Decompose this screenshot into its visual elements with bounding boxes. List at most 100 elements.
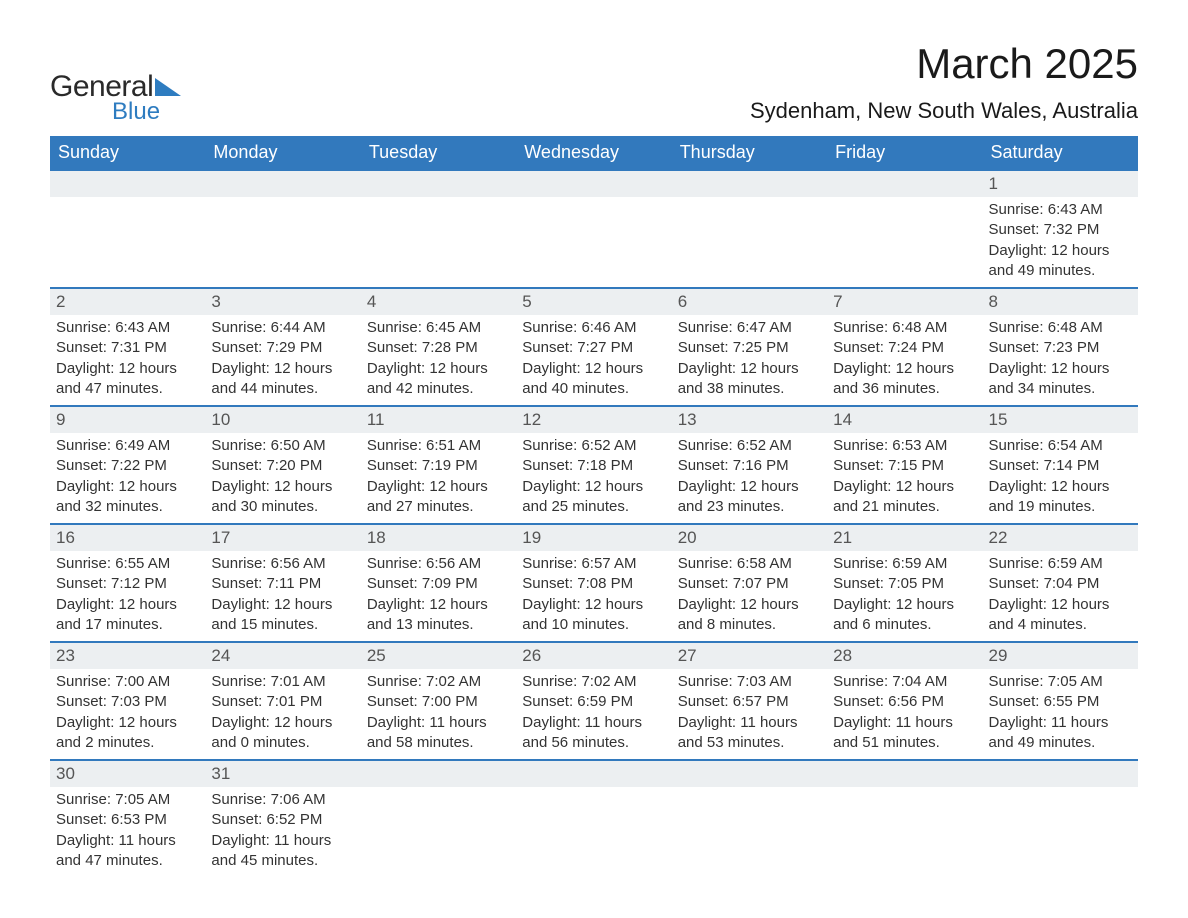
weekday-header: Saturday	[983, 136, 1138, 170]
day-sunset: Sunset: 7:05 PM	[833, 574, 976, 594]
day-details: Sunrise: 6:47 AMSunset: 7:25 PMDaylight:…	[672, 315, 827, 405]
day-daylight1: Daylight: 12 hours	[211, 713, 354, 733]
day-sunset: Sunset: 7:23 PM	[989, 338, 1132, 358]
day-number	[50, 171, 205, 197]
day-sunrise: Sunrise: 6:49 AM	[56, 436, 199, 456]
day-details: Sunrise: 6:56 AMSunset: 7:09 PMDaylight:…	[361, 551, 516, 641]
calendar-day-cell: 22Sunrise: 6:59 AMSunset: 7:04 PMDayligh…	[983, 524, 1138, 642]
month-title: March 2025	[750, 40, 1138, 88]
day-number: 15	[983, 407, 1138, 433]
day-sunset: Sunset: 7:01 PM	[211, 692, 354, 712]
day-daylight1: Daylight: 12 hours	[367, 477, 510, 497]
day-number: 13	[672, 407, 827, 433]
day-number: 10	[205, 407, 360, 433]
calendar-day-cell: 12Sunrise: 6:52 AMSunset: 7:18 PMDayligh…	[516, 406, 671, 524]
day-details: Sunrise: 6:55 AMSunset: 7:12 PMDaylight:…	[50, 551, 205, 641]
location-subtitle: Sydenham, New South Wales, Australia	[750, 98, 1138, 124]
day-daylight2: and 4 minutes.	[989, 615, 1132, 635]
day-daylight1: Daylight: 12 hours	[989, 241, 1132, 261]
day-daylight2: and 32 minutes.	[56, 497, 199, 517]
day-sunset: Sunset: 7:09 PM	[367, 574, 510, 594]
day-sunrise: Sunrise: 6:56 AM	[367, 554, 510, 574]
calendar-day-cell: 27Sunrise: 7:03 AMSunset: 6:57 PMDayligh…	[672, 642, 827, 760]
calendar-day-cell	[361, 170, 516, 288]
day-daylight2: and 19 minutes.	[989, 497, 1132, 517]
day-sunrise: Sunrise: 6:43 AM	[989, 200, 1132, 220]
day-number	[983, 761, 1138, 787]
day-sunset: Sunset: 7:18 PM	[522, 456, 665, 476]
day-daylight1: Daylight: 12 hours	[56, 713, 199, 733]
calendar-week-row: 30Sunrise: 7:05 AMSunset: 6:53 PMDayligh…	[50, 760, 1138, 877]
day-number: 2	[50, 289, 205, 315]
day-sunset: Sunset: 7:07 PM	[678, 574, 821, 594]
calendar-day-cell	[827, 170, 982, 288]
day-number	[672, 171, 827, 197]
day-details: Sunrise: 7:03 AMSunset: 6:57 PMDaylight:…	[672, 669, 827, 759]
day-daylight1: Daylight: 12 hours	[522, 595, 665, 615]
day-sunrise: Sunrise: 6:43 AM	[56, 318, 199, 338]
calendar-day-cell: 5Sunrise: 6:46 AMSunset: 7:27 PMDaylight…	[516, 288, 671, 406]
day-number: 14	[827, 407, 982, 433]
day-daylight2: and 6 minutes.	[833, 615, 976, 635]
day-details	[672, 787, 827, 859]
day-sunrise: Sunrise: 6:56 AM	[211, 554, 354, 574]
day-daylight1: Daylight: 12 hours	[678, 477, 821, 497]
calendar-day-cell: 23Sunrise: 7:00 AMSunset: 7:03 PMDayligh…	[50, 642, 205, 760]
day-daylight2: and 21 minutes.	[833, 497, 976, 517]
day-daylight2: and 2 minutes.	[56, 733, 199, 753]
calendar-day-cell: 14Sunrise: 6:53 AMSunset: 7:15 PMDayligh…	[827, 406, 982, 524]
day-number: 4	[361, 289, 516, 315]
calendar-day-cell: 8Sunrise: 6:48 AMSunset: 7:23 PMDaylight…	[983, 288, 1138, 406]
title-block: March 2025 Sydenham, New South Wales, Au…	[750, 40, 1138, 124]
day-daylight1: Daylight: 12 hours	[678, 595, 821, 615]
day-sunset: Sunset: 7:28 PM	[367, 338, 510, 358]
day-daylight1: Daylight: 12 hours	[989, 595, 1132, 615]
weekday-header: Thursday	[672, 136, 827, 170]
day-daylight1: Daylight: 12 hours	[989, 359, 1132, 379]
day-daylight2: and 47 minutes.	[56, 851, 199, 871]
day-daylight1: Daylight: 12 hours	[211, 477, 354, 497]
calendar-day-cell: 26Sunrise: 7:02 AMSunset: 6:59 PMDayligh…	[516, 642, 671, 760]
day-sunset: Sunset: 7:19 PM	[367, 456, 510, 476]
day-sunset: Sunset: 6:53 PM	[56, 810, 199, 830]
day-number: 11	[361, 407, 516, 433]
day-daylight2: and 51 minutes.	[833, 733, 976, 753]
day-sunset: Sunset: 7:25 PM	[678, 338, 821, 358]
day-sunrise: Sunrise: 7:01 AM	[211, 672, 354, 692]
calendar-day-cell	[672, 760, 827, 877]
day-daylight1: Daylight: 12 hours	[211, 359, 354, 379]
day-details: Sunrise: 6:52 AMSunset: 7:16 PMDaylight:…	[672, 433, 827, 523]
day-sunrise: Sunrise: 7:06 AM	[211, 790, 354, 810]
day-daylight2: and 8 minutes.	[678, 615, 821, 635]
calendar-day-cell	[50, 170, 205, 288]
calendar-week-row: 1Sunrise: 6:43 AMSunset: 7:32 PMDaylight…	[50, 170, 1138, 288]
calendar-day-cell: 18Sunrise: 6:56 AMSunset: 7:09 PMDayligh…	[361, 524, 516, 642]
day-sunset: Sunset: 7:22 PM	[56, 456, 199, 476]
day-details	[516, 787, 671, 859]
day-sunrise: Sunrise: 7:04 AM	[833, 672, 976, 692]
day-sunset: Sunset: 7:29 PM	[211, 338, 354, 358]
day-daylight2: and 44 minutes.	[211, 379, 354, 399]
day-daylight2: and 49 minutes.	[989, 261, 1132, 281]
day-number: 30	[50, 761, 205, 787]
day-number: 18	[361, 525, 516, 551]
day-details: Sunrise: 6:43 AMSunset: 7:31 PMDaylight:…	[50, 315, 205, 405]
day-number	[516, 761, 671, 787]
day-daylight2: and 58 minutes.	[367, 733, 510, 753]
day-number	[516, 171, 671, 197]
day-details	[983, 787, 1138, 859]
calendar-day-cell	[983, 760, 1138, 877]
day-sunrise: Sunrise: 6:57 AM	[522, 554, 665, 574]
day-number: 25	[361, 643, 516, 669]
day-number: 31	[205, 761, 360, 787]
logo: General Blue	[50, 70, 181, 126]
day-sunset: Sunset: 7:20 PM	[211, 456, 354, 476]
weekday-header: Friday	[827, 136, 982, 170]
day-daylight1: Daylight: 12 hours	[989, 477, 1132, 497]
day-details: Sunrise: 7:04 AMSunset: 6:56 PMDaylight:…	[827, 669, 982, 759]
day-details: Sunrise: 6:59 AMSunset: 7:05 PMDaylight:…	[827, 551, 982, 641]
day-details: Sunrise: 6:53 AMSunset: 7:15 PMDaylight:…	[827, 433, 982, 523]
calendar-week-row: 9Sunrise: 6:49 AMSunset: 7:22 PMDaylight…	[50, 406, 1138, 524]
day-sunset: Sunset: 7:27 PM	[522, 338, 665, 358]
day-details: Sunrise: 6:45 AMSunset: 7:28 PMDaylight:…	[361, 315, 516, 405]
